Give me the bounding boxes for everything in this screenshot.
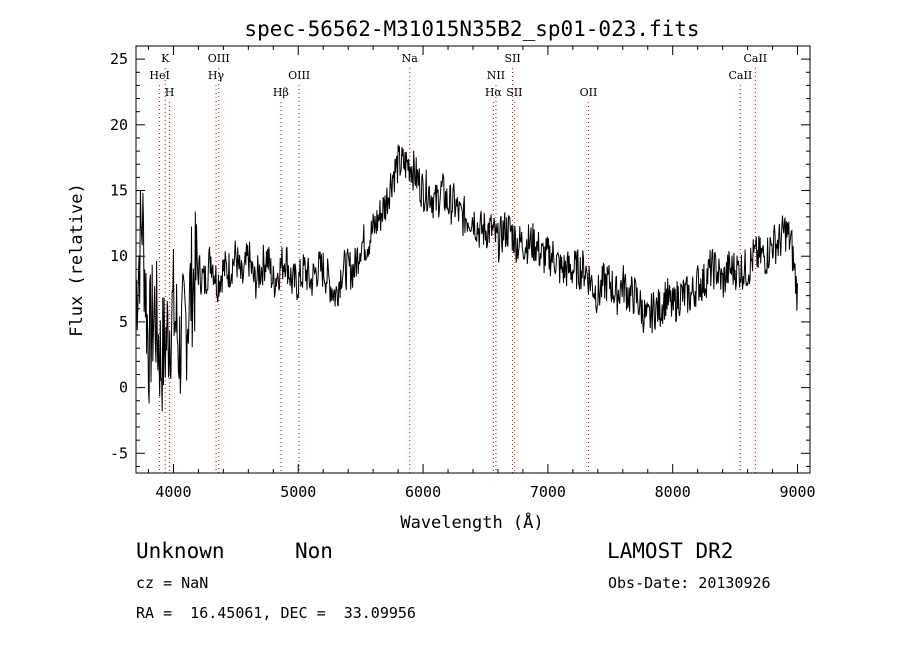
y-axis-label: Flux (relative) [67, 183, 87, 337]
line-label: CaII [743, 52, 767, 65]
axes: 4000 5000 6000 7000 8000 9000 -5 0 5 10 15 20 25 [110, 45, 816, 501]
y-tick-label: 25 [110, 50, 128, 68]
line-label: CaII [729, 69, 753, 82]
spectrum-line [135, 144, 798, 412]
x-tick-label: 5000 [280, 483, 316, 501]
line-label: Hγ [208, 69, 225, 82]
y-tick-label: 5 [119, 313, 128, 331]
x-tick-label: 4000 [155, 483, 191, 501]
line-label: Hβ [273, 86, 289, 99]
x-tick-label: 8000 [655, 483, 691, 501]
object-subclass: Non [295, 539, 333, 563]
line-label: OIII [208, 52, 230, 65]
x-tick-label: 7000 [530, 483, 566, 501]
y-tick-label: -5 [110, 444, 128, 462]
redshift-cz: cz = NaN [136, 574, 209, 592]
line-label: OIII [288, 69, 310, 82]
x-axis-label: Wavelength (Å) [400, 511, 543, 533]
ra-dec-coordinates: RA = 16.45061, DEC = 33.09956 [136, 604, 416, 622]
line-label: Na [402, 52, 419, 65]
line-label: K [161, 52, 170, 65]
line-label: SII [506, 86, 522, 99]
y-tick-label: 20 [110, 116, 128, 134]
y-tick-label: 15 [110, 182, 128, 200]
y-tick-label: 10 [110, 247, 128, 265]
line-label: NII [487, 69, 505, 82]
y-tick-label: 0 [119, 379, 128, 397]
object-class: Unknown [136, 539, 225, 563]
survey-name: LAMOST DR2 [607, 539, 734, 563]
line-label: SII [504, 52, 520, 65]
line-label: H [165, 86, 175, 99]
chart-title: spec-56562-M31015N35B2_sp01-023.fits [244, 17, 699, 41]
observation-date: Obs-Date: 20130926 [608, 574, 771, 592]
line-label: HeI [149, 69, 169, 82]
line-label: OII [580, 86, 598, 99]
x-tick-label: 6000 [405, 483, 441, 501]
line-label: Hα [485, 86, 503, 99]
x-tick-label: 9000 [779, 483, 815, 501]
